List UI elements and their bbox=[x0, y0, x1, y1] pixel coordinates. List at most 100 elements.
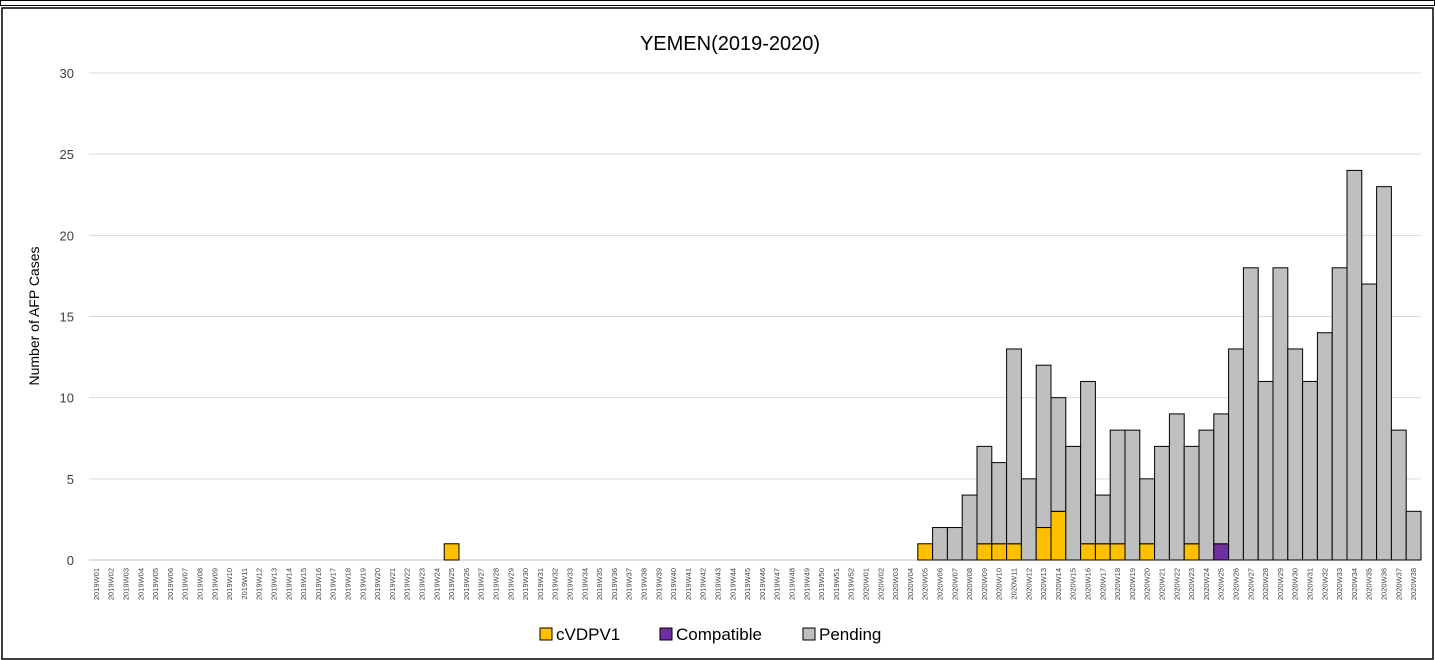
x-tick-label: 2019W42 bbox=[699, 568, 708, 600]
y-tick-label: 20 bbox=[60, 228, 74, 243]
y-tick-label: 30 bbox=[60, 66, 74, 81]
x-tick-label: 2019W28 bbox=[492, 568, 501, 600]
y-tick-label: 25 bbox=[60, 147, 74, 162]
bar-pending-2020w25 bbox=[1213, 413, 1230, 545]
bar-pending-2020w32 bbox=[1316, 332, 1333, 561]
x-tick-label: 2019W17 bbox=[329, 568, 338, 600]
bar-cvdpv1-2020w05 bbox=[917, 543, 934, 561]
bar-pending-2020w37 bbox=[1390, 429, 1407, 561]
chart-title: YEMEN(2019-2020) bbox=[640, 33, 820, 55]
x-tick-label: 2020W31 bbox=[1306, 568, 1315, 600]
x-tick-label: 2019W16 bbox=[314, 568, 323, 600]
bar-pending-2020w29 bbox=[1272, 267, 1289, 561]
bar-pending-2020w16 bbox=[1080, 380, 1096, 545]
x-tick-label: 2019W50 bbox=[817, 568, 826, 600]
bar-pending-2020w23 bbox=[1183, 445, 1200, 545]
x-tick-label: 2019W43 bbox=[714, 568, 723, 600]
x-tick-label: 2019W24 bbox=[432, 568, 441, 600]
x-tick-label: 2020W30 bbox=[1291, 568, 1300, 600]
bar-cvdpv1-2020w11 bbox=[1006, 543, 1022, 561]
x-tick-label: 2019W37 bbox=[625, 568, 634, 600]
x-tick-label: 2019W10 bbox=[225, 568, 234, 600]
x-tick-label: 2020W05 bbox=[921, 568, 930, 600]
y-tick-label: 0 bbox=[67, 553, 74, 568]
x-tick-label: 2019W31 bbox=[536, 568, 545, 600]
bar-cvdpv1-2020w09 bbox=[976, 543, 993, 561]
x-tick-label: 2019W08 bbox=[196, 568, 205, 600]
x-tick-label: 2019W14 bbox=[284, 568, 293, 600]
x-tick-label: 2019W09 bbox=[210, 568, 219, 600]
x-tick-label: 2020W36 bbox=[1380, 568, 1389, 600]
y-axis-ticks: 0 5 10 15 20 25 30 bbox=[60, 66, 74, 568]
x-tick-label: 2020W13 bbox=[1039, 568, 1048, 600]
y-tick-label: 10 bbox=[60, 391, 74, 406]
bar-pending-2020w19 bbox=[1124, 429, 1141, 561]
x-tick-label: 2019W44 bbox=[728, 568, 737, 600]
legend-swatch-cvdpv1 bbox=[539, 627, 553, 641]
x-tick-label: 2019W39 bbox=[654, 568, 663, 600]
bar-pending-2020w22 bbox=[1168, 413, 1185, 561]
legend: cVDPV1 Compatible Pending bbox=[539, 625, 881, 644]
legend-label-cvdpv1: cVDPV1 bbox=[556, 625, 620, 644]
x-tick-label: 2020W03 bbox=[891, 568, 900, 600]
x-tick-label: 2019W29 bbox=[506, 568, 515, 600]
x-tick-label: 2019W52 bbox=[847, 568, 856, 600]
bar-cvdpv1-2020w14 bbox=[1050, 510, 1067, 561]
bar-cvdpv1-2020w20 bbox=[1139, 543, 1156, 561]
x-tick-label: 2019W41 bbox=[684, 568, 693, 600]
x-tick-label: 2020W29 bbox=[1276, 568, 1285, 600]
bar-pending-2020w27 bbox=[1242, 267, 1259, 561]
bar-pending-2020w34 bbox=[1346, 169, 1363, 561]
bar-pending-2020w30 bbox=[1287, 348, 1304, 561]
x-tick-label: 2020W18 bbox=[1113, 568, 1122, 600]
x-tick-label: 2020W24 bbox=[1202, 568, 1211, 600]
x-tick-label: 2019W32 bbox=[551, 568, 560, 600]
bar-pending-2020w38 bbox=[1405, 510, 1422, 561]
x-tick-label: 2019W47 bbox=[773, 568, 782, 600]
bar-pending-2020w07 bbox=[946, 527, 963, 561]
bar-pending-2020w33 bbox=[1331, 267, 1348, 561]
y-tick-label: 15 bbox=[60, 310, 74, 325]
x-tick-label: 2019W33 bbox=[566, 568, 575, 600]
x-tick-label: 2019W03 bbox=[122, 568, 131, 600]
legend-swatch-compatible bbox=[659, 627, 673, 641]
bar-cvdpv1-2020w18 bbox=[1109, 543, 1126, 561]
x-tick-label: 2020W01 bbox=[862, 568, 871, 600]
bar-pending-2020w20 bbox=[1139, 478, 1156, 545]
x-tick-label: 2019W01 bbox=[92, 568, 101, 600]
x-tick-label: 2019W12 bbox=[255, 568, 264, 600]
x-tick-label: 2020W15 bbox=[1069, 568, 1078, 600]
x-tick-label: 2020W17 bbox=[1098, 568, 1107, 600]
x-tick-label: 2020W06 bbox=[936, 568, 945, 600]
bars bbox=[443, 169, 1422, 561]
x-tick-label: 2020W07 bbox=[950, 568, 959, 600]
x-tick-label: 2020W32 bbox=[1320, 568, 1329, 600]
bar-pending-2020w36 bbox=[1376, 186, 1392, 561]
x-tick-label: 2019W07 bbox=[181, 568, 190, 600]
bar-cvdpv1-2020w13 bbox=[1035, 527, 1052, 561]
x-tick-label: 2019W05 bbox=[151, 568, 160, 600]
x-tick-label: 2019W15 bbox=[299, 568, 308, 600]
x-tick-label: 2020W38 bbox=[1409, 568, 1418, 600]
x-tick-label: 2019W13 bbox=[270, 568, 279, 600]
x-tick-label: 2020W16 bbox=[1084, 568, 1093, 600]
x-tick-label: 2020W26 bbox=[1232, 568, 1241, 600]
bar-pending-2020w12 bbox=[1020, 478, 1037, 561]
y-axis-label: Number of AFP Cases bbox=[26, 246, 42, 385]
gridlines bbox=[89, 72, 1421, 561]
bar-pending-2020w13 bbox=[1035, 364, 1052, 529]
x-tick-label: 2019W19 bbox=[358, 568, 367, 600]
x-tick-label: 2020W34 bbox=[1350, 568, 1359, 600]
x-tick-label: 2020W12 bbox=[1024, 568, 1033, 600]
bar-cvdpv1-2019w25 bbox=[443, 543, 460, 561]
bar-pending-2020w26 bbox=[1228, 348, 1244, 561]
x-tick-label: 2019W40 bbox=[669, 568, 678, 600]
x-tick-label: 2020W25 bbox=[1217, 568, 1226, 600]
x-tick-label: 2020W33 bbox=[1335, 568, 1344, 600]
x-tick-label: 2020W35 bbox=[1365, 568, 1374, 600]
x-tick-label: 2019W46 bbox=[758, 568, 767, 600]
x-tick-label: 2019W34 bbox=[580, 568, 589, 600]
x-tick-label: 2020W20 bbox=[1143, 568, 1152, 600]
x-tick-label: 2020W27 bbox=[1246, 568, 1255, 600]
